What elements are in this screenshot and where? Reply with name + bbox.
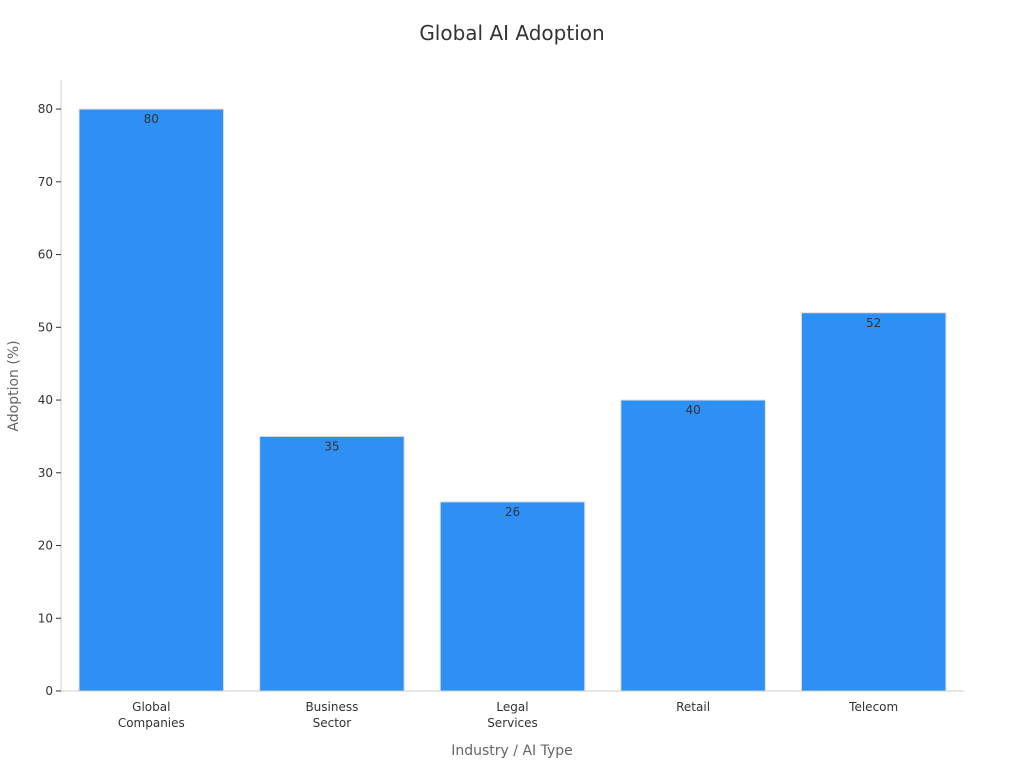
chart-title: Global AI Adoption — [419, 21, 604, 45]
data-label: 40 — [685, 403, 700, 417]
x-tick-label: Business Sector — [305, 700, 358, 730]
x-tick-label-line: Sector — [313, 716, 352, 730]
y-axis: 0 10 20 30 40 50 60 70 80 — [38, 80, 62, 698]
x-tick-label: Retail — [676, 700, 710, 714]
x-axis-label: Industry / AI Type — [451, 743, 573, 759]
bar — [800, 312, 947, 692]
x-tick-label-line: Business — [305, 700, 358, 714]
bar — [439, 501, 586, 692]
y-tick-label: 40 — [38, 393, 53, 407]
x-tick-label-line: Telecom — [848, 700, 898, 714]
x-tick-label-line: Retail — [676, 700, 710, 714]
data-labels-group: 80 35 26 40 52 — [144, 112, 882, 519]
bar — [259, 435, 405, 692]
bar — [620, 399, 766, 692]
y-tick-label: 60 — [38, 248, 53, 262]
y-tick-label: 30 — [38, 466, 53, 480]
x-tick-label-line: Companies — [118, 716, 185, 730]
y-axis-label: Adoption (%) — [6, 340, 22, 431]
y-tick-label: 80 — [38, 102, 53, 116]
y-tick-label: 70 — [38, 175, 53, 189]
bar — [78, 108, 225, 692]
data-label: 35 — [324, 439, 339, 453]
data-label: 52 — [866, 316, 881, 330]
data-label: 26 — [505, 505, 520, 519]
y-tick-label: 10 — [38, 611, 53, 625]
x-axis: Global Companies Business Sector Legal Servic… — [61, 690, 964, 730]
x-tick-label: Legal Services — [487, 700, 538, 730]
data-label: 80 — [144, 112, 159, 126]
y-tick-label: 50 — [38, 320, 53, 334]
x-tick-label: Telecom — [848, 700, 898, 714]
y-tick-label: 20 — [38, 539, 53, 553]
y-tick-label: 0 — [45, 684, 53, 698]
x-tick-label-line: Global — [132, 700, 170, 714]
bars-group — [78, 108, 947, 692]
x-tick-label-line: Services — [487, 716, 538, 730]
x-tick-label: Global Companies — [118, 700, 185, 730]
x-tick-label-line: Legal — [496, 700, 528, 714]
